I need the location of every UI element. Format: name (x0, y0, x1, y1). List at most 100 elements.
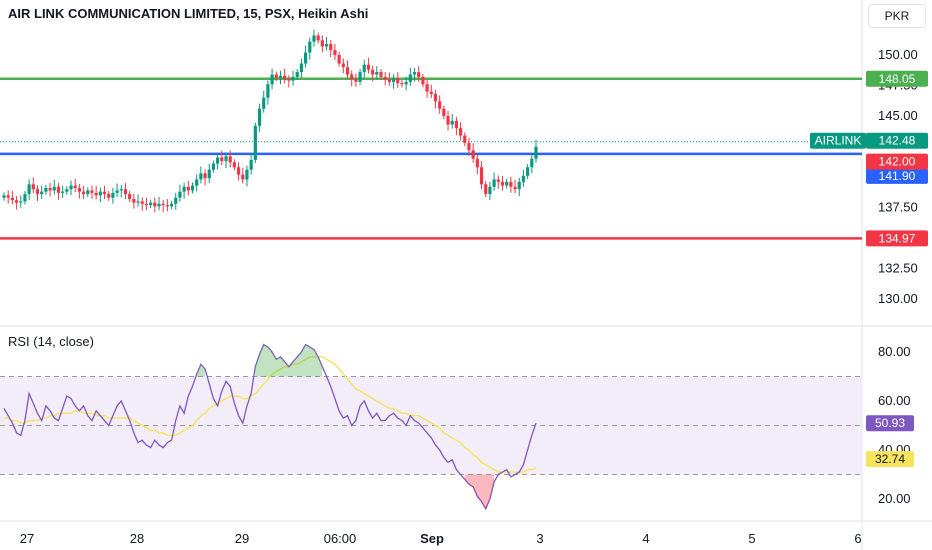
candle (132, 198, 136, 203)
candle (291, 76, 295, 81)
time-tick-label: 3 (536, 531, 543, 546)
candle (123, 189, 128, 195)
candle (10, 197, 14, 201)
candle (463, 135, 467, 143)
rsi-tick-label: 80.00 (878, 344, 911, 359)
time-tick-label: 06:00 (324, 531, 357, 546)
candle (467, 142, 471, 151)
time-tick-label: Sep (420, 531, 444, 546)
candle (500, 181, 505, 186)
candle (266, 84, 270, 98)
candle (371, 69, 375, 75)
time-tick-label: 29 (235, 531, 249, 546)
candle (65, 189, 69, 192)
candle (19, 201, 23, 203)
price-tag-142: 142.00 (879, 155, 916, 169)
time-tick-label: 4 (642, 531, 649, 546)
candle (316, 35, 320, 41)
candle (149, 202, 153, 206)
candle (517, 181, 521, 190)
candle (333, 50, 337, 55)
rsi-ma-line (4, 356, 537, 473)
rsi-ma-tag-bg (866, 451, 914, 468)
last-price-tag: 142.48 (879, 134, 916, 148)
candle (174, 197, 178, 204)
price-tag-142-bg (866, 153, 928, 170)
candle (509, 181, 513, 187)
candle (136, 201, 140, 203)
candle (295, 72, 299, 77)
candle (178, 191, 182, 198)
rsi-tick-label: 60.00 (878, 393, 911, 408)
candle (320, 40, 324, 47)
candle (484, 184, 488, 195)
candle (94, 192, 98, 196)
candle (492, 179, 496, 187)
candle (245, 169, 249, 180)
currency-button[interactable]: PKR (868, 4, 926, 28)
candle (278, 75, 283, 79)
candle (115, 190, 119, 193)
candle (458, 128, 463, 136)
candle (450, 120, 454, 125)
candle (379, 72, 383, 77)
candle (144, 203, 149, 206)
candle (119, 189, 123, 191)
candle (391, 78, 396, 82)
level-tag-blue-bg (866, 167, 928, 184)
candle (530, 158, 534, 168)
candle (107, 194, 111, 198)
time-tick-label: 6 (854, 531, 861, 546)
candle (312, 35, 316, 42)
rsi-legend: RSI (14, close) (8, 334, 94, 349)
candle (534, 146, 538, 159)
candle (408, 74, 412, 82)
symbol-tag: AIRLINK (815, 134, 862, 148)
level-tag-green: 148.05 (879, 72, 916, 86)
candle (496, 179, 500, 182)
candle (257, 108, 262, 126)
candle (421, 76, 425, 85)
candle (77, 187, 82, 192)
last-price-tag-bg (866, 132, 928, 149)
candle (190, 185, 195, 191)
candle (86, 190, 90, 195)
candle (186, 186, 190, 191)
candle (207, 169, 211, 179)
candle (253, 125, 257, 160)
candle (6, 195, 10, 198)
candle (425, 84, 429, 92)
candle (2, 195, 6, 198)
candle (404, 81, 408, 85)
level-tag-blue: 141.90 (879, 169, 916, 183)
candle (262, 97, 266, 109)
candle (283, 75, 287, 80)
level-tag-red-bg (866, 230, 928, 247)
rsi-oversold-fill (464, 474, 511, 509)
candle (195, 179, 199, 186)
symbol-tag-bg (810, 132, 866, 149)
candle (169, 203, 174, 207)
candle (337, 55, 341, 64)
candle (73, 185, 77, 188)
candle (128, 194, 132, 199)
candle (362, 64, 366, 73)
price-tick-label: 130.00 (878, 291, 918, 306)
candle (35, 189, 40, 195)
candle (241, 174, 245, 180)
candle (521, 175, 526, 182)
candle (40, 191, 44, 195)
candle (270, 74, 274, 85)
level-tag-green-bg (866, 70, 928, 87)
candle (304, 52, 308, 64)
candle (513, 186, 517, 190)
rsi-tick-label: 20.00 (878, 491, 911, 506)
price-tick-label: 145.00 (878, 108, 918, 123)
candle (475, 158, 479, 168)
candle (438, 101, 442, 109)
candle (433, 94, 438, 102)
candle (429, 91, 433, 95)
candle (182, 186, 186, 192)
candles (2, 29, 538, 213)
